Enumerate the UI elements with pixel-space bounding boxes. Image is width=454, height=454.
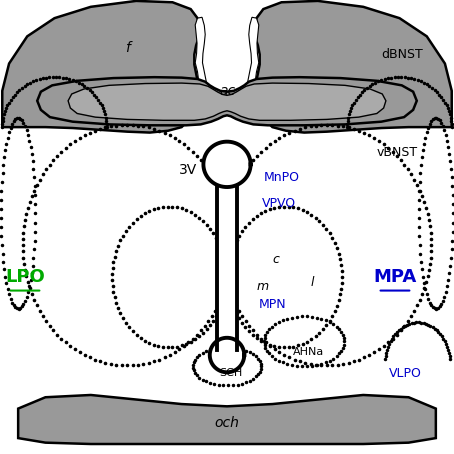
Text: och: och xyxy=(215,416,239,430)
Polygon shape xyxy=(217,336,237,350)
Polygon shape xyxy=(254,1,452,133)
Text: 3V: 3V xyxy=(179,163,197,177)
Text: AHNa: AHNa xyxy=(293,347,324,357)
Text: VLPO: VLPO xyxy=(389,367,422,380)
Polygon shape xyxy=(217,168,237,186)
Text: dBNST: dBNST xyxy=(381,48,423,61)
Polygon shape xyxy=(68,83,386,120)
Polygon shape xyxy=(185,17,207,114)
Text: c: c xyxy=(272,253,280,266)
Text: m: m xyxy=(257,280,268,292)
Text: f: f xyxy=(125,41,129,54)
Polygon shape xyxy=(210,338,244,372)
Polygon shape xyxy=(37,77,417,125)
Polygon shape xyxy=(2,1,200,133)
Polygon shape xyxy=(203,142,251,187)
Text: ac: ac xyxy=(219,84,235,98)
Text: MPN: MPN xyxy=(259,298,286,311)
Polygon shape xyxy=(247,17,269,114)
Polygon shape xyxy=(18,395,436,444)
Text: VPVO: VPVO xyxy=(262,197,296,210)
Text: MPA: MPA xyxy=(373,268,417,286)
Text: SCH: SCH xyxy=(219,368,242,378)
Text: LPO: LPO xyxy=(5,268,45,286)
Text: l: l xyxy=(311,276,314,289)
Polygon shape xyxy=(217,186,237,350)
Text: MnPO: MnPO xyxy=(263,172,300,184)
Text: vBNST: vBNST xyxy=(377,146,418,158)
